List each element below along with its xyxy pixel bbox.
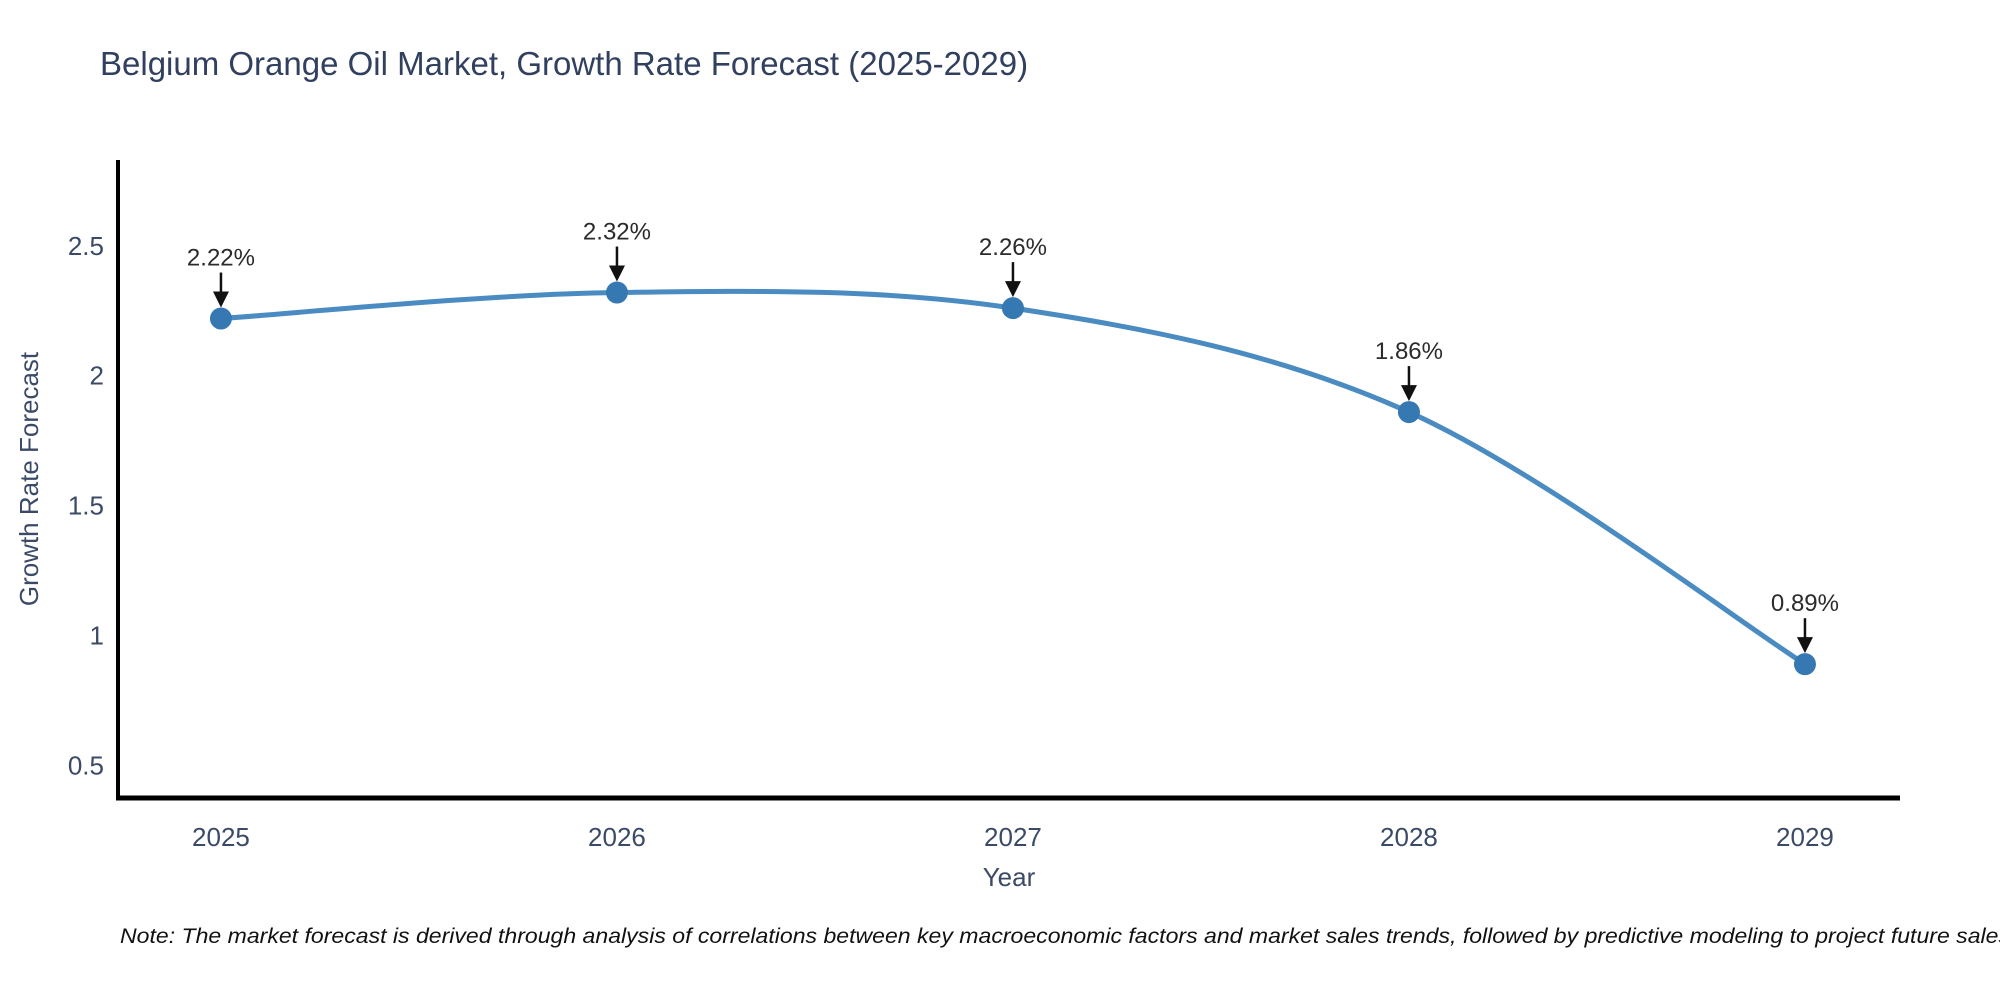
data-point-marker xyxy=(1793,653,1816,676)
y-axis-title: Growth Rate Forecast xyxy=(14,351,44,606)
footnote: Note: The market forecast is derived thr… xyxy=(120,925,2000,948)
x-tick-label: 2027 xyxy=(984,822,1042,852)
y-tick-label: 1.5 xyxy=(68,491,104,521)
annotation-label: 1.86% xyxy=(1375,338,1443,365)
data-point-marker xyxy=(1397,401,1420,424)
annotation-label: 0.89% xyxy=(1771,590,1839,617)
x-tick-label: 2029 xyxy=(1776,822,1834,852)
y-tick-label: 2 xyxy=(90,361,104,391)
chart-title: Belgium Orange Oil Market, Growth Rate F… xyxy=(100,45,1028,82)
annotation-label: 2.32% xyxy=(583,219,651,246)
x-tick-label: 2028 xyxy=(1380,822,1438,852)
y-tick-label: 0.5 xyxy=(68,751,104,781)
data-point-marker xyxy=(209,307,232,330)
plot-area: 0.5 1 1.5 2 2.5 2025 2026 2027 2028 2029 2.22% 2.32… xyxy=(68,160,1900,852)
x-axis-title: Year xyxy=(983,862,1036,892)
x-tick-label: 2025 xyxy=(192,822,250,852)
annotation-label: 2.26% xyxy=(979,234,1047,261)
y-tick-label: 1 xyxy=(90,621,104,651)
annotation-arrowhead xyxy=(212,291,229,308)
data-point-marker xyxy=(1001,297,1024,320)
data-point-marker xyxy=(605,281,628,304)
x-tick-label: 2026 xyxy=(588,822,646,852)
annotation-arrowhead xyxy=(1004,281,1021,298)
annotation-label: 2.22% xyxy=(187,245,255,272)
annotation-arrowhead xyxy=(608,265,625,282)
annotation-arrowhead xyxy=(1796,637,1813,654)
annotation-arrowhead xyxy=(1400,385,1417,402)
y-tick-label: 2.5 xyxy=(68,231,104,261)
